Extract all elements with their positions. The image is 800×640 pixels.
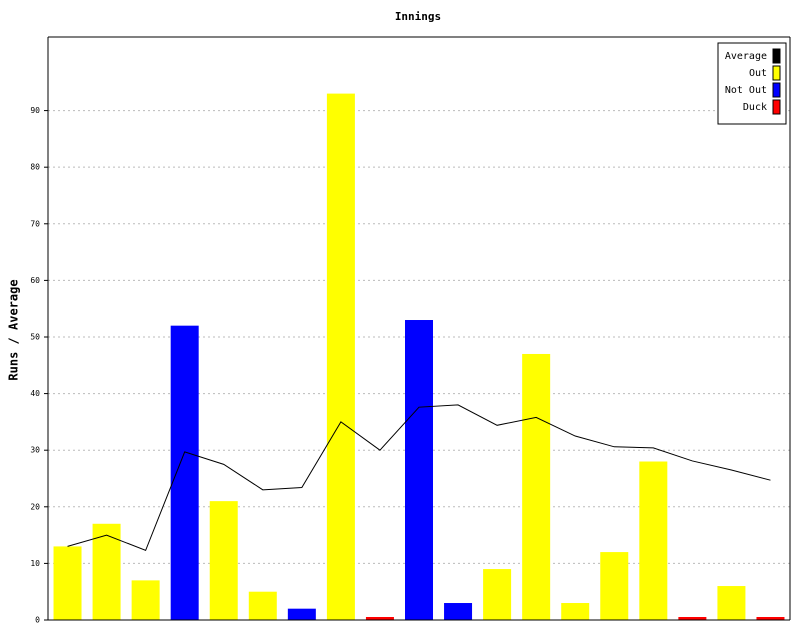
average-line xyxy=(67,404,771,552)
y-tick-label: 60 xyxy=(30,276,40,285)
y-tick-label: 70 xyxy=(30,219,40,228)
bar xyxy=(326,93,355,621)
bar xyxy=(678,617,707,620)
bar xyxy=(53,546,82,620)
bar xyxy=(365,617,394,620)
bar xyxy=(209,501,238,620)
y-tick-label: 20 xyxy=(30,502,40,511)
bar xyxy=(248,591,277,620)
legend-swatch xyxy=(772,48,781,64)
bar xyxy=(639,461,668,620)
chart-title: Innings xyxy=(395,10,441,23)
bar xyxy=(522,353,551,620)
bar xyxy=(444,603,473,620)
bar xyxy=(131,580,160,620)
legend-label: Average xyxy=(725,51,767,62)
legend-label: Out xyxy=(749,68,767,79)
bar xyxy=(287,608,316,620)
bar xyxy=(92,523,121,620)
bar xyxy=(561,603,590,620)
bar xyxy=(717,586,746,620)
y-axis-label: Runs / Average xyxy=(7,279,21,380)
bar xyxy=(405,320,433,620)
bar xyxy=(600,552,629,620)
legend-swatch xyxy=(772,82,781,98)
y-tick-label: 50 xyxy=(30,332,40,341)
bar xyxy=(483,569,512,620)
y-tick-label: 30 xyxy=(30,446,40,455)
y-tick-label: 80 xyxy=(30,163,40,172)
legend-swatch xyxy=(772,99,781,115)
bar xyxy=(170,325,199,620)
legend-swatch xyxy=(772,65,781,81)
bar xyxy=(756,617,785,620)
y-tick-label: 40 xyxy=(30,389,40,398)
legend-label: Duck xyxy=(743,102,767,113)
y-tick-label: 90 xyxy=(30,106,40,115)
y-tick-label: 10 xyxy=(30,559,40,568)
legend-label: Not Out xyxy=(725,85,767,96)
y-tick-label: 0 xyxy=(35,616,40,625)
